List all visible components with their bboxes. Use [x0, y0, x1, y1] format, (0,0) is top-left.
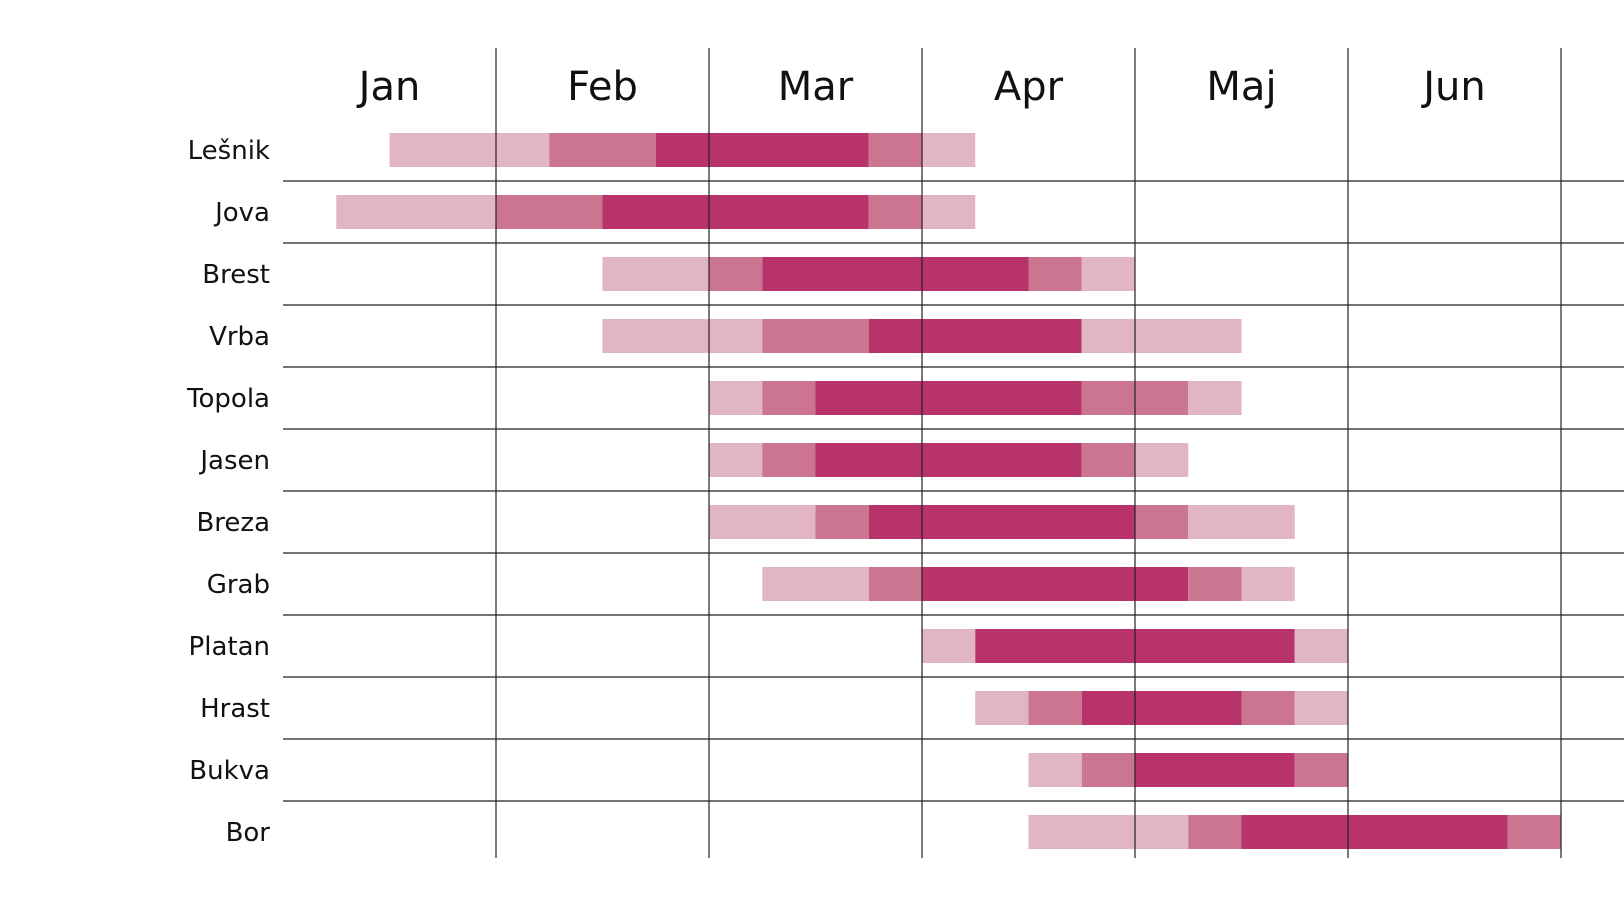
- bar-segment-low: [602, 257, 709, 291]
- bar-segment-medium: [1081, 753, 1135, 787]
- row-label: Topola: [186, 384, 270, 414]
- row-label: Jova: [213, 198, 270, 228]
- bar-segment-medium: [762, 443, 816, 477]
- bar-segment-medium: [1507, 815, 1561, 849]
- row-label: Bukva: [189, 756, 270, 786]
- row-5: [709, 443, 1189, 477]
- month-axis: Jan Feb Mar Apr Maj Jun: [356, 64, 1486, 110]
- bar-segment-high: [762, 257, 1029, 291]
- bar-segment-low: [709, 443, 763, 477]
- month-dividers: [495, 48, 1562, 858]
- row-1: [336, 195, 976, 229]
- bar-segment-low: [975, 691, 1029, 725]
- bar-segment-medium: [762, 319, 869, 353]
- bar-segment-low: [602, 319, 763, 353]
- bar-segment-high: [1081, 691, 1242, 725]
- bar-segment-low: [1135, 443, 1189, 477]
- bar-segment-medium: [709, 257, 763, 291]
- row-label: Hrast: [200, 694, 270, 724]
- row-label: Vrba: [209, 322, 270, 352]
- row-label: Brest: [202, 260, 270, 290]
- bar-segment-medium: [1135, 505, 1189, 539]
- bar-segment-medium: [1241, 691, 1295, 725]
- bar-segment-medium: [1188, 567, 1242, 601]
- bar-segment-low: [709, 381, 763, 415]
- month-label: Apr: [994, 64, 1064, 110]
- bar-segment-high: [868, 319, 1082, 353]
- row-9: [975, 691, 1348, 725]
- bar-segment-low: [389, 133, 550, 167]
- bar-segment-low: [1028, 753, 1082, 787]
- row-label: Bor: [226, 818, 271, 848]
- month-label: Maj: [1206, 64, 1276, 110]
- row-11: [1028, 815, 1561, 849]
- row-10: [1028, 753, 1348, 787]
- bar-segment-low: [922, 629, 976, 663]
- bar-segment-medium: [868, 567, 922, 601]
- bar-segment-medium: [1028, 691, 1082, 725]
- row-4: [709, 381, 1242, 415]
- bar-segment-high: [815, 443, 1082, 477]
- grid: [283, 180, 1624, 802]
- row-2: [602, 257, 1135, 291]
- bar-segment-medium: [868, 133, 922, 167]
- bar-segment-low: [1188, 505, 1295, 539]
- row-label: Lešnik: [188, 136, 270, 166]
- month-label: Feb: [567, 64, 638, 110]
- row-label: Jasen: [198, 446, 270, 476]
- bar-segment-high: [922, 567, 1189, 601]
- row-3: [602, 319, 1242, 353]
- bar-segment-medium: [496, 195, 603, 229]
- bar-segment-high: [1135, 753, 1295, 787]
- bar-segment-low: [1028, 815, 1189, 849]
- bar-segment-high: [655, 133, 869, 167]
- row-6: [709, 505, 1295, 539]
- bar-segment-low: [922, 195, 976, 229]
- bar-segment-low: [922, 133, 976, 167]
- bar-segment-low: [762, 567, 869, 601]
- bar-segment-high: [868, 505, 1135, 539]
- bar-segment-medium: [815, 505, 869, 539]
- bar-segment-high: [815, 381, 1082, 415]
- bar-segment-medium: [1081, 443, 1135, 477]
- bar-segment-low: [1081, 257, 1135, 291]
- bar-segment-medium: [1294, 753, 1348, 787]
- row-7: [762, 567, 1295, 601]
- month-label: Mar: [778, 64, 854, 110]
- bar-segment-high: [602, 195, 869, 229]
- bar-segment-low: [1294, 691, 1348, 725]
- bar-segment-medium: [549, 133, 656, 167]
- month-label: Jan: [356, 64, 421, 110]
- bar-segment-low: [1294, 629, 1348, 663]
- month-label: Jun: [1420, 64, 1486, 110]
- row-label: Grab: [207, 570, 270, 600]
- bar-segment-medium: [1028, 257, 1082, 291]
- bar-segment-low: [1188, 381, 1242, 415]
- row-label: Platan: [189, 632, 270, 662]
- bar-segment-medium: [762, 381, 816, 415]
- bar-segment-low: [1081, 319, 1242, 353]
- row-0: [389, 133, 976, 167]
- bar-segment-medium: [868, 195, 922, 229]
- bar-segment-high: [1241, 815, 1508, 849]
- bar-segment-low: [1241, 567, 1295, 601]
- bar-segment-low: [709, 505, 816, 539]
- row-label: Breza: [196, 508, 270, 538]
- row-axis: Lešnik Jova Brest Vrba Topola Jasen Breza Grab P…: [186, 136, 270, 848]
- bar-segment-medium: [1188, 815, 1242, 849]
- bar-segment-low: [336, 195, 496, 229]
